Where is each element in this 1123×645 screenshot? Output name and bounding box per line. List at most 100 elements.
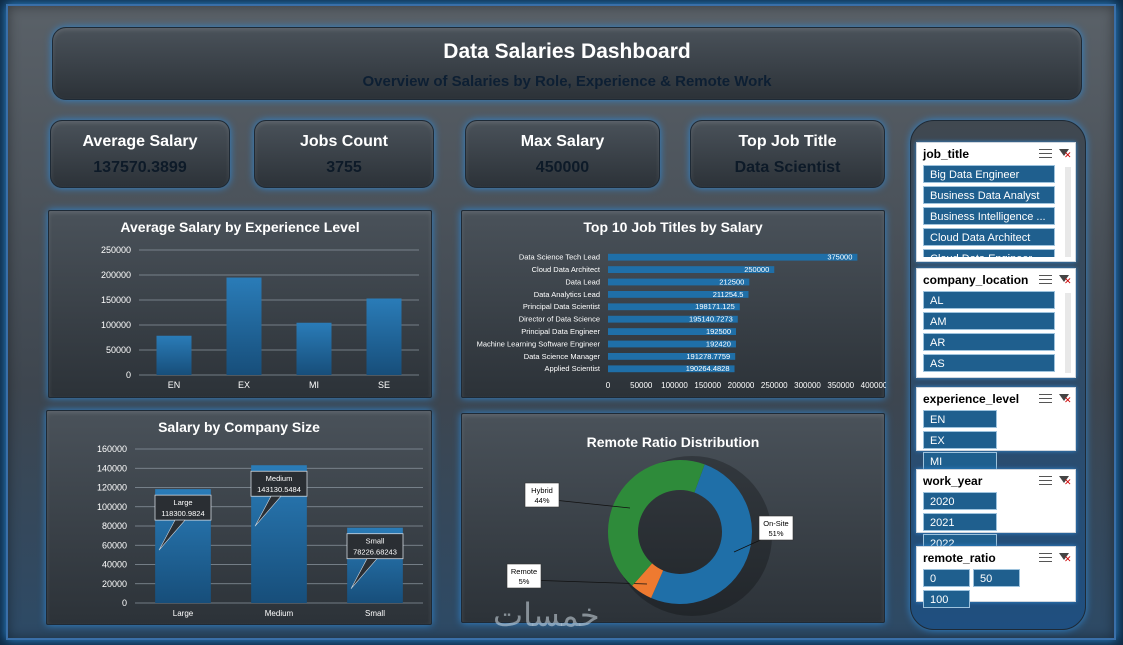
y-tick-label: 80000	[102, 521, 127, 531]
doughnut-slice	[632, 563, 664, 598]
data-label: 143130.5484	[257, 485, 301, 494]
slicer-item[interactable]: AL	[923, 291, 1055, 309]
multi-select-icon[interactable]	[1039, 552, 1052, 564]
doughnut-slice	[608, 460, 705, 586]
slicer-work-year: work_year 2020 2021 2022 2023	[916, 469, 1076, 573]
clear-filter-icon[interactable]	[1058, 393, 1072, 406]
chart-experience-panel: Average Salary by Experience Level 0 5000…	[48, 210, 432, 398]
bar	[608, 328, 737, 336]
y-tick-label: Data Science Manager	[524, 352, 601, 361]
slicer-item[interactable]: 2020	[923, 492, 997, 510]
y-tick-label: 160000	[97, 444, 127, 454]
bar	[608, 253, 858, 261]
callout-pointer	[158, 519, 186, 551]
data-label: 44%	[534, 496, 549, 505]
x-tick-label: 300000	[794, 381, 821, 390]
bar	[608, 278, 750, 286]
x-tick-label: 250000	[761, 381, 788, 390]
callout-pointer	[350, 558, 378, 589]
x-tick-label: 0	[606, 381, 611, 390]
data-label: Large	[173, 498, 192, 507]
watermark-logo: خمسات	[493, 596, 600, 634]
y-tick-label: Applied Scientist	[545, 364, 601, 373]
multi-select-icon[interactable]	[1039, 274, 1052, 286]
slicer-item[interactable]: 50	[973, 569, 1020, 587]
x-tick-label: MI	[309, 380, 319, 390]
slicer-remote-ratio: remote_ratio 0 50 100	[916, 546, 1076, 608]
data-label: On-Site	[763, 519, 788, 528]
clear-filter-icon[interactable]	[1058, 148, 1072, 161]
bar	[608, 315, 738, 323]
multi-select-icon[interactable]	[1039, 475, 1052, 487]
data-label: 192500	[706, 327, 731, 336]
y-tick-label: 100000	[101, 320, 131, 330]
bar	[608, 352, 736, 360]
data-label-box	[506, 563, 542, 589]
data-label-box	[524, 482, 560, 508]
company-size-bar-chart: 0 20000 40000 60000 80000 100000 120000 140000 1…	[97, 444, 423, 618]
doughnut-slice	[651, 464, 753, 604]
y-tick-label: 20000	[102, 579, 127, 589]
multi-select-icon[interactable]	[1039, 148, 1052, 160]
data-label: 190264.4828	[686, 364, 730, 373]
slicer-item[interactable]: AM	[923, 312, 1055, 330]
chart-remote-panel: Remote Ratio Distribution On-Site 51% Remo…	[461, 413, 885, 623]
bar	[366, 298, 402, 375]
data-label: 198171.125	[695, 302, 735, 311]
slicer-item[interactable]: Business Intelligence ...	[923, 207, 1055, 225]
callout-pointer	[254, 495, 282, 527]
slicer-item[interactable]: 2021	[923, 513, 997, 531]
y-tick-label: 120000	[97, 483, 127, 493]
data-label: Medium	[266, 474, 293, 483]
chart-title: Average Salary by Experience Level	[120, 219, 360, 235]
y-tick-label: 200000	[101, 270, 131, 280]
chart-title: Salary by Company Size	[158, 419, 320, 435]
kpi-top-job-title: Top Job Title Data Scientist	[690, 120, 885, 188]
slicer-job-title: job_title Big Data Engineer Business Dat…	[916, 142, 1076, 262]
slicer-header: experience_level	[917, 388, 1075, 408]
clear-filter-icon[interactable]	[1058, 475, 1072, 488]
kpi-value: Data Scientist	[734, 159, 841, 176]
x-tick-label: 150000	[694, 381, 721, 390]
y-tick-label: Principal Data Engineer	[521, 327, 600, 336]
multi-select-icon[interactable]	[1039, 393, 1052, 405]
x-tick-label: 100000	[661, 381, 688, 390]
bar	[608, 365, 735, 373]
clear-filter-icon[interactable]	[1058, 274, 1072, 287]
slicer-name: experience_level	[923, 391, 1020, 406]
slicer-item[interactable]: AS	[923, 354, 1055, 372]
slicer-item[interactable]: 100	[923, 590, 970, 608]
slicer-item[interactable]: 0	[923, 569, 970, 587]
kpi-max-salary: Max Salary 450000	[465, 120, 660, 188]
slicer-name: company_location	[923, 272, 1029, 287]
slicer-item[interactable]: AR	[923, 333, 1055, 351]
data-label: Remote	[511, 567, 537, 576]
slicer-item[interactable]: MI	[923, 452, 997, 470]
data-label: Small	[366, 537, 385, 546]
y-tick-label: Cloud Data Architect	[532, 265, 601, 274]
bar	[608, 303, 740, 311]
data-label: 250000	[744, 265, 769, 274]
kpi-value: 137570.3899	[93, 159, 187, 176]
slicer-item[interactable]: EX	[923, 431, 997, 449]
slicer-scrollbar[interactable]	[1065, 167, 1071, 257]
x-tick-label: Large	[173, 609, 194, 618]
slicer-item[interactable]: EN	[923, 410, 997, 428]
slicer-item[interactable]: Big Data Engineer	[923, 165, 1055, 183]
slicer-header: company_location	[917, 269, 1075, 289]
x-tick-label: SE	[378, 380, 390, 390]
x-tick-label: EN	[168, 380, 181, 390]
slicer-scrollbar[interactable]	[1065, 293, 1071, 373]
slicer-item[interactable]: Business Data Analyst	[923, 186, 1055, 204]
slicer-item[interactable]: Cloud Data Architect	[923, 228, 1055, 246]
x-tick-label: Medium	[265, 609, 294, 618]
data-label: 5%	[519, 577, 530, 586]
dashboard-header: Data Salaries Dashboard Overview of Sala…	[52, 27, 1082, 100]
leader-line	[525, 579, 648, 585]
x-tick-label: EX	[238, 380, 250, 390]
slicer-item[interactable]: Cloud Data Engineer	[923, 249, 1055, 257]
data-label: 375000	[827, 253, 852, 262]
y-tick-label: Data Analytics Lead	[534, 290, 600, 299]
clear-filter-icon[interactable]	[1058, 552, 1072, 565]
data-label: 211254.5	[713, 290, 744, 299]
